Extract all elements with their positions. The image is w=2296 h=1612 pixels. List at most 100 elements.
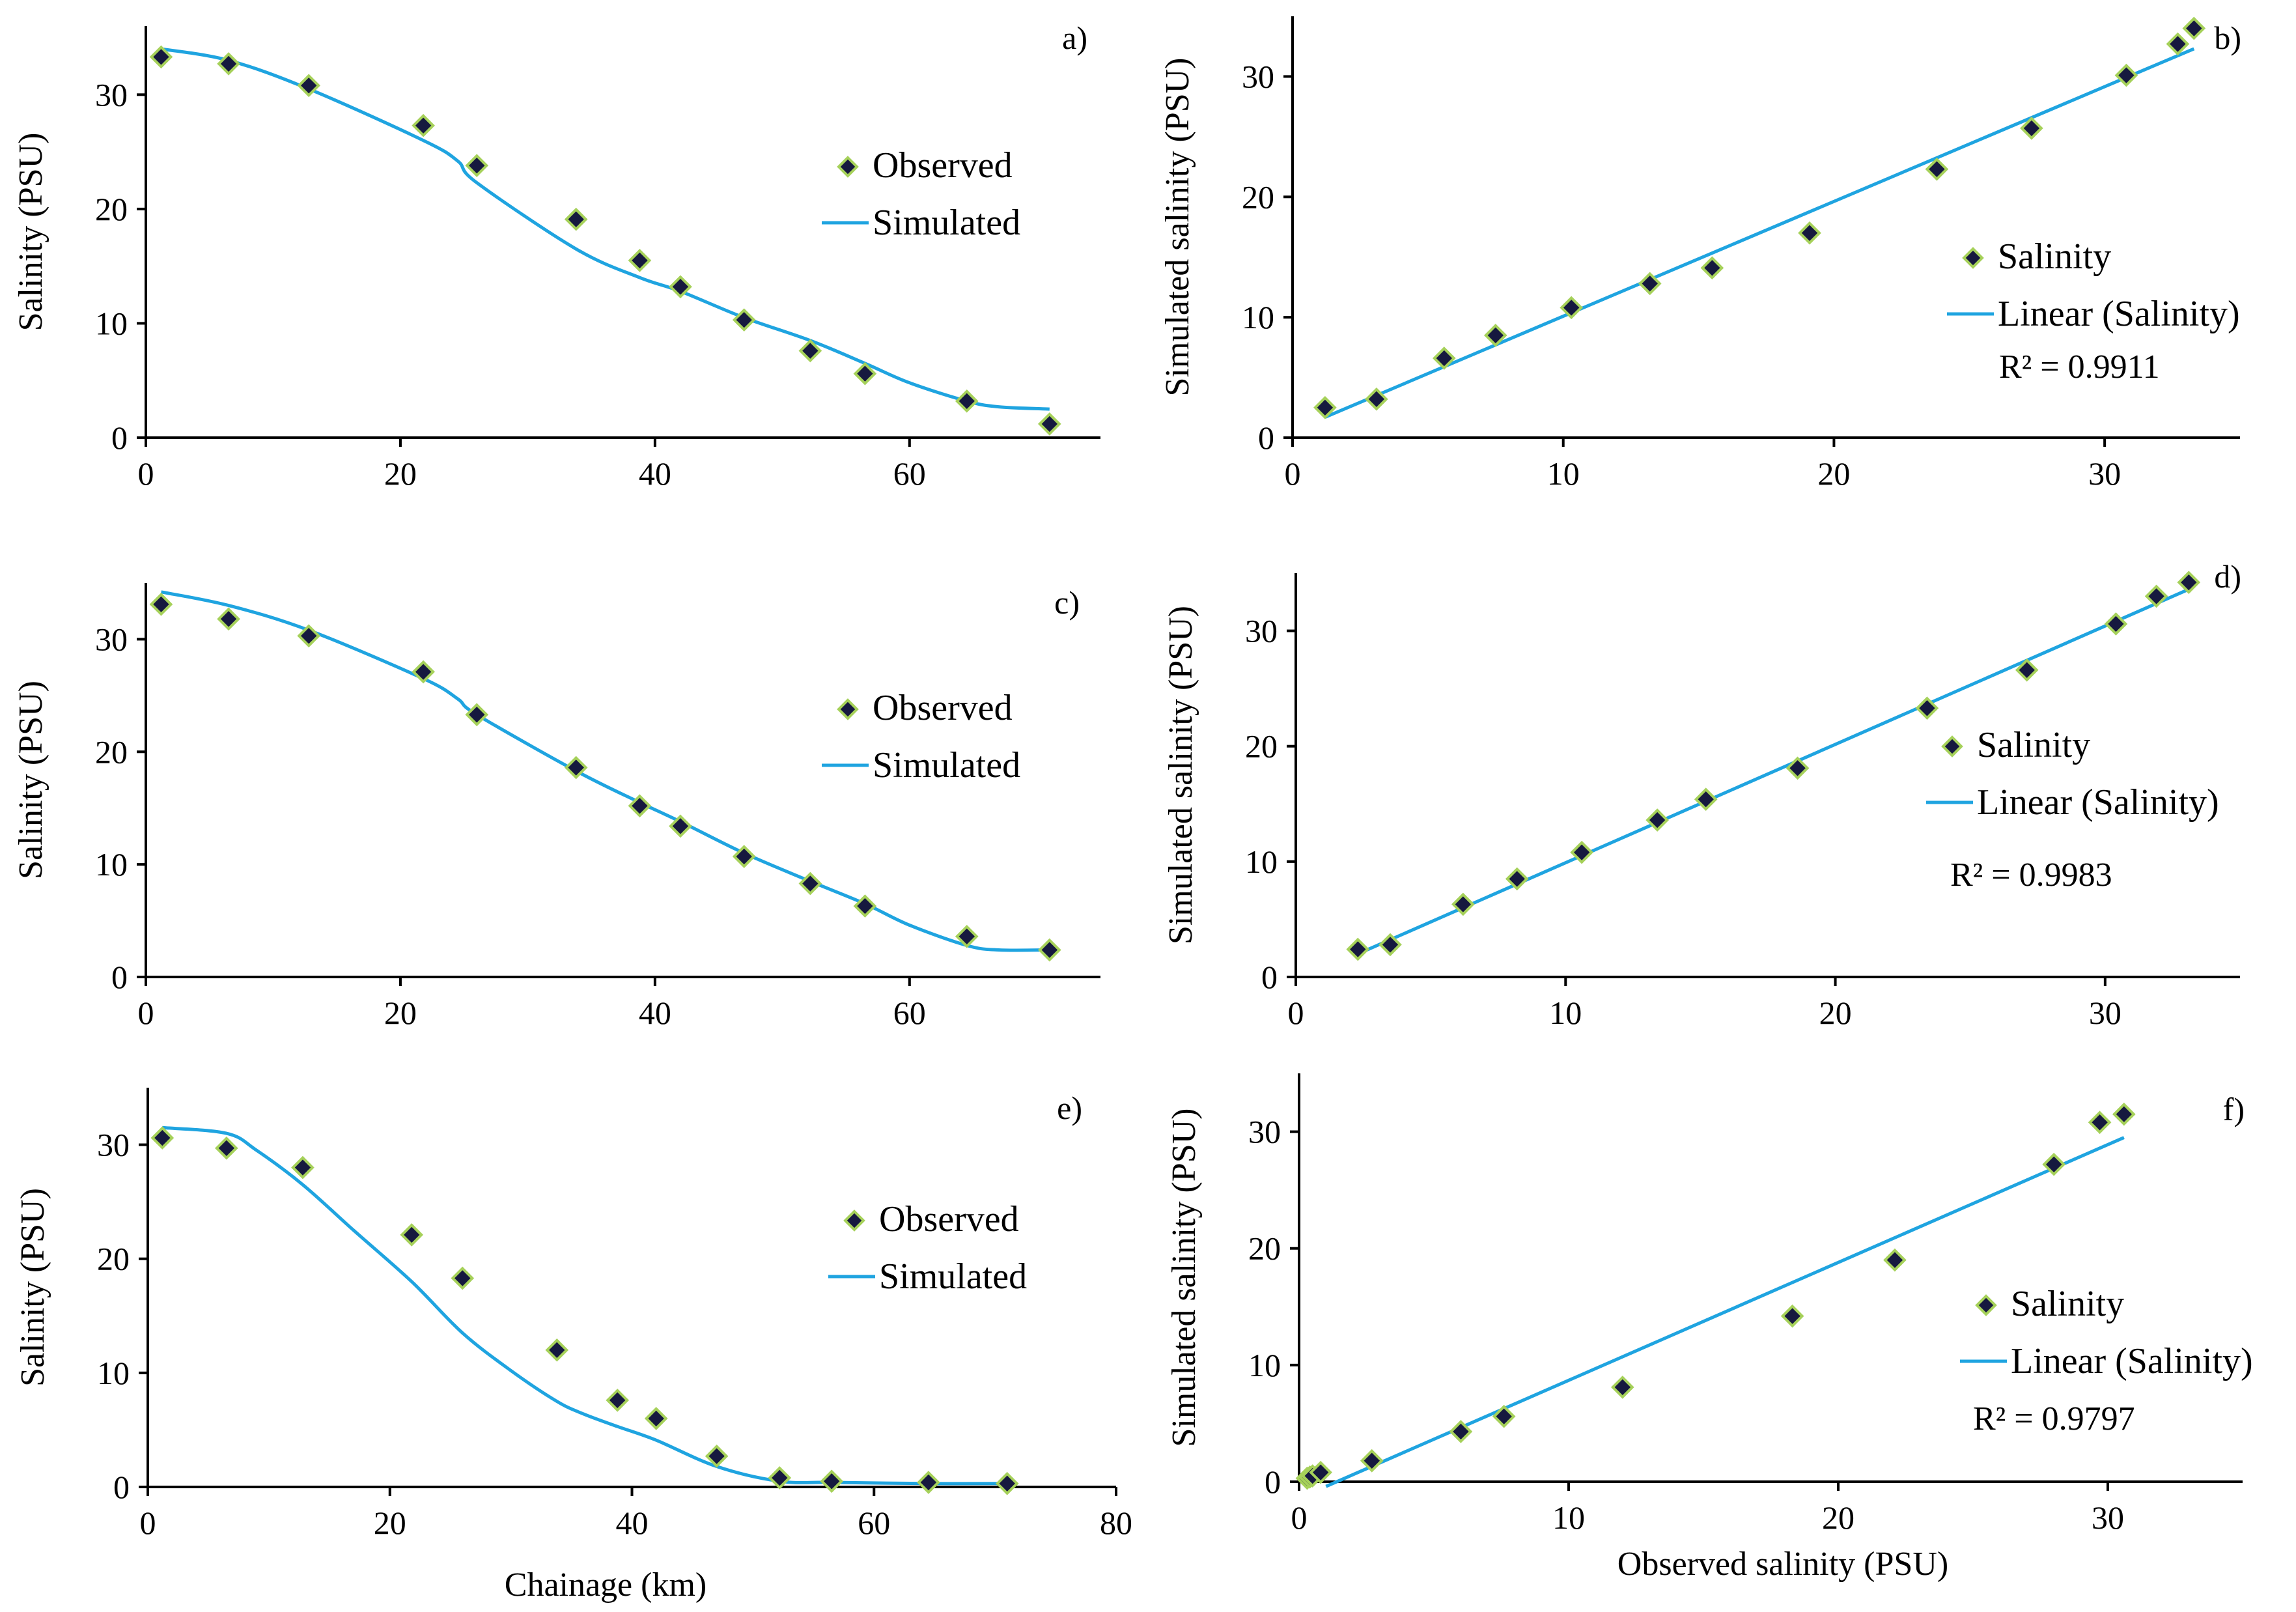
d-trendline [1357,587,2190,955]
e-y-tick-label: 20 [97,1241,130,1277]
e-data-point [545,1338,569,1362]
c-legend-entry: Simulated [873,745,1020,785]
f-y-tick-label: 30 [1248,1114,1281,1150]
b-x-tick-label: 20 [1817,455,1850,492]
a-data-point [732,308,756,332]
d-y-tick-label: 30 [1245,613,1278,649]
a-data-point [628,249,652,272]
f-r-squared: R² = 0.9797 [1973,1400,2135,1437]
c-y-tick-label: 20 [95,733,128,770]
a-data-point [297,74,321,98]
d-data-point [2144,584,2168,608]
f-x-tick-label: 30 [2092,1499,2124,1536]
panel-e: 0 10 20 30 0 20 40 60 80 Salinity (PSU) Chainage (… [14,1088,1132,1604]
e-data-point [917,1471,940,1494]
b-data-point [2182,16,2206,40]
c-data-point [628,794,652,818]
e-data-point [400,1223,424,1247]
panel-c: 0 10 20 30 0 20 40 60 Salinity (PSU) c) Observed Si… [12,583,1100,1031]
d-y-tick-label: 20 [1245,728,1278,765]
d-data-point [1570,840,1593,864]
a-data-point [1037,412,1061,436]
f-data-point [1492,1404,1516,1428]
a-data-point [564,207,588,231]
a-legend-entry: Simulated [873,203,1020,243]
d-r-squared: R² = 0.9983 [1950,856,2112,894]
f-data-point [1610,1376,1634,1399]
b-data-point [1432,346,1456,370]
f-data-point [1780,1304,1804,1328]
a-simulated-line [161,47,1050,411]
a-x-tick-label: 40 [639,455,671,492]
b-y-tick-label: 10 [1242,299,1274,335]
f-y-tick-label: 20 [1248,1230,1281,1267]
a-legend-entry: Observed [873,145,1013,186]
f-x-tick-label: 20 [1822,1499,1855,1536]
c-data-point [669,814,692,838]
b-data-point [1798,221,1821,245]
b-data-point [1638,272,1662,296]
b-data-point [1313,395,1337,419]
a-x-tick-label: 0 [138,455,154,492]
d-legend-entry: Salinity [1977,725,2090,765]
e-y-tick-label: 30 [97,1127,130,1163]
d-x-tick-label: 10 [1549,995,1582,1031]
d-data-point [2177,571,2201,594]
c-data-point [412,660,435,684]
a-data-point [853,361,877,386]
d-data-point [1785,756,1810,780]
e-data-point [995,1471,1019,1495]
b-r-squared: R² = 0.9911 [1999,348,2160,386]
b-legend-entry: Salinity [1998,236,2111,277]
b-data-point [1925,157,1949,181]
c-legend-entry: Observed [873,688,1013,728]
f-x-tick-label: 10 [1552,1499,1585,1536]
c-data-point [564,756,588,780]
b-x-tick-label: 0 [1285,455,1301,492]
d-y-tick-label: 10 [1245,843,1278,880]
d-data-point [1505,867,1529,891]
e-y-axis-title: Salinity (PSU) [14,1188,51,1387]
a-x-tick-label: 20 [384,455,417,492]
e-data-point [644,1407,668,1430]
a-y-tick-label: 30 [95,76,128,113]
c-y-axis-title: Salinity (PSU) [12,681,49,879]
b-data-point [2020,117,2043,140]
d-data-point [1645,808,1669,832]
c-y-tick-label: 30 [95,621,128,657]
a-data-point [798,339,822,363]
f-legend-marker [1975,1294,1997,1316]
b-legend-marker [1962,247,1984,269]
b-data-point [2166,32,2190,56]
b-data-point [1560,296,1584,320]
b-y-tick-label: 30 [1242,58,1274,94]
f-data-point [1360,1449,1384,1473]
f-data-point [1449,1420,1473,1443]
c-data-point [149,593,173,616]
d-data-point [2015,658,2039,682]
c-x-tick-label: 40 [639,995,671,1031]
c-data-point [732,845,756,868]
b-y-tick-label: 0 [1258,419,1274,456]
e-x-tick-label: 80 [1100,1505,1132,1541]
e-data-point [768,1466,792,1490]
e-x-axis-title: Chainage (km) [505,1566,707,1604]
c-data-point [297,624,321,648]
e-legend-entry: Simulated [879,1256,1027,1297]
a-data-point [217,52,240,76]
e-data-point [451,1266,475,1290]
c-x-tick-label: 60 [893,995,926,1031]
b-data-point [1365,388,1388,411]
c-data-point [955,924,979,948]
e-x-tick-label: 40 [616,1505,649,1541]
d-x-tick-label: 0 [1288,995,1304,1031]
d-x-tick-label: 20 [1819,995,1852,1031]
c-data-point [798,871,822,896]
b-y-axis-title: Simulated salinity (PSU) [1159,58,1196,397]
a-data-point [955,389,979,413]
d-data-point [1451,892,1475,916]
e-data-point [606,1389,630,1412]
e-data-point [820,1469,844,1493]
c-y-tick-label: 0 [111,959,128,995]
f-legend-entry: Linear (Salinity) [2011,1341,2253,1381]
